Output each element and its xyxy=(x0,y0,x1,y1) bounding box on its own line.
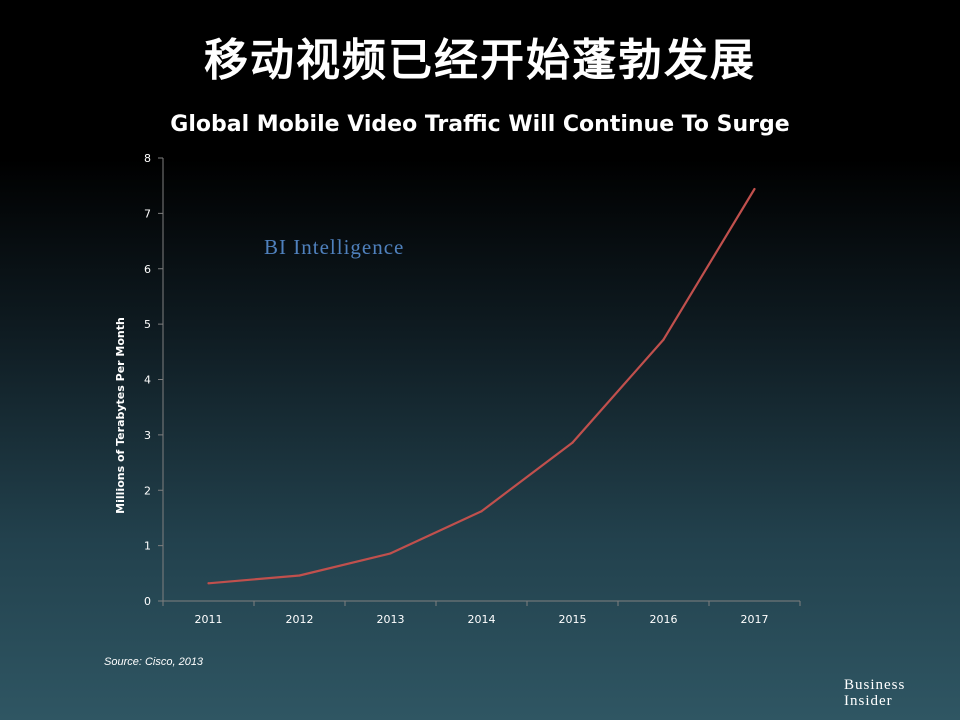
data-point xyxy=(207,582,210,585)
x-tick-label: 2017 xyxy=(741,613,769,626)
y-tick-label: 7 xyxy=(144,207,151,220)
chart-title: Global Mobile Video Traffic Will Continu… xyxy=(170,112,790,137)
logo-line-1: Business xyxy=(844,677,906,693)
watermark-text: BI Intelligence xyxy=(264,235,404,259)
y-tick-label: 4 xyxy=(144,374,151,387)
x-tick-label: 2011 xyxy=(195,613,223,626)
y-tick-label: 8 xyxy=(144,152,151,165)
x-tick-label: 2016 xyxy=(650,613,678,626)
data-point xyxy=(571,441,574,444)
y-tick-label: 5 xyxy=(144,318,151,331)
data-point xyxy=(298,574,301,577)
x-tick-label: 2012 xyxy=(286,613,314,626)
chart-series xyxy=(207,187,756,585)
data-point xyxy=(753,187,756,191)
chart-axes: 0 1 2 3 4 5 6 7 8 2011 2012 2013 2014 2015 2016 2017 Mil… xyxy=(114,152,801,626)
y-tick-label: 2 xyxy=(144,484,151,497)
data-point xyxy=(480,510,483,513)
slide-title: 移动视频已经开始蓬勃发展 xyxy=(204,35,756,86)
data-point xyxy=(662,338,665,341)
x-tick-label: 2014 xyxy=(468,613,496,626)
logo-line-2: Insider xyxy=(844,693,893,709)
y-axis-label: Millions of Terabytes Per Month xyxy=(114,317,127,514)
x-tick-label: 2013 xyxy=(377,613,405,626)
y-tick-label: 6 xyxy=(144,263,151,276)
y-tick-label: 0 xyxy=(144,595,151,608)
business-insider-logo: Business Insider xyxy=(844,677,948,709)
x-tick-label: 2015 xyxy=(559,613,587,626)
source-note: Source: Cisco, 2013 xyxy=(104,656,204,668)
data-point xyxy=(389,552,392,555)
y-tick-label: 3 xyxy=(144,429,151,442)
y-tick-label: 1 xyxy=(144,540,151,553)
